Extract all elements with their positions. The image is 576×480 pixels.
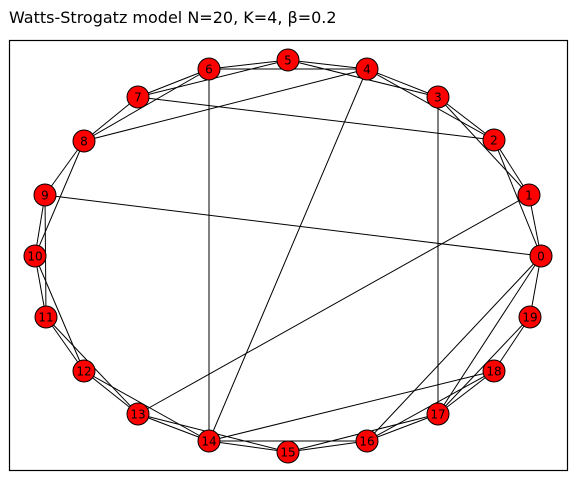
node-label: 14 bbox=[201, 435, 216, 449]
node-circle bbox=[355, 429, 379, 453]
node-19: 19 bbox=[518, 305, 542, 329]
node-label: 0 bbox=[537, 250, 545, 264]
node-label: 9 bbox=[41, 189, 49, 203]
edge-7-8 bbox=[83, 96, 139, 142]
node-7: 7 bbox=[126, 85, 150, 109]
node-10: 10 bbox=[23, 244, 47, 268]
node-circle bbox=[426, 402, 450, 426]
edge-12-14 bbox=[83, 370, 210, 442]
node-6: 6 bbox=[197, 57, 221, 81]
node-4: 4 bbox=[355, 57, 379, 81]
node-circle bbox=[482, 128, 506, 152]
edge-17-18 bbox=[437, 370, 495, 415]
node-circle bbox=[197, 429, 221, 453]
edge-4-8 bbox=[83, 68, 368, 142]
node-label: 12 bbox=[76, 365, 91, 379]
node-label: 15 bbox=[280, 446, 295, 460]
node-label: 7 bbox=[134, 91, 142, 105]
node-14: 14 bbox=[197, 429, 221, 453]
node-circle bbox=[34, 305, 58, 329]
node-9: 9 bbox=[33, 183, 57, 207]
node-circle bbox=[482, 359, 506, 383]
edge-12-13 bbox=[83, 370, 139, 415]
node-circle bbox=[529, 244, 553, 268]
edge-0-2 bbox=[493, 139, 542, 257]
node-label: 5 bbox=[284, 54, 292, 68]
node-label: 4 bbox=[363, 63, 371, 77]
node-circle bbox=[33, 183, 57, 207]
node-label: 2 bbox=[490, 134, 498, 148]
node-circle bbox=[355, 57, 379, 81]
node-label: 10 bbox=[27, 250, 42, 264]
edge-4-5 bbox=[287, 59, 368, 70]
node-12: 12 bbox=[72, 359, 96, 383]
node-11: 11 bbox=[34, 305, 58, 329]
edge-0-16 bbox=[366, 255, 542, 442]
node-1: 1 bbox=[517, 183, 541, 207]
node-circle bbox=[23, 244, 47, 268]
edges-layer bbox=[34, 59, 542, 453]
node-circle bbox=[517, 183, 541, 207]
edge-16-17 bbox=[366, 413, 439, 442]
node-label: 16 bbox=[359, 435, 374, 449]
edge-4-14 bbox=[208, 68, 368, 442]
edge-1-3 bbox=[437, 96, 530, 196]
node-18: 18 bbox=[482, 359, 506, 383]
node-8: 8 bbox=[72, 129, 96, 153]
edge-0-9 bbox=[44, 194, 542, 257]
node-0: 0 bbox=[529, 244, 553, 268]
node-circle bbox=[72, 359, 96, 383]
node-label: 3 bbox=[434, 91, 442, 105]
edge-1-13 bbox=[137, 194, 530, 415]
edge-0-17 bbox=[437, 255, 542, 415]
node-16: 16 bbox=[355, 429, 379, 453]
edge-2-3 bbox=[437, 96, 495, 141]
node-3: 3 bbox=[426, 85, 450, 109]
node-label: 19 bbox=[522, 311, 537, 325]
node-circle bbox=[276, 48, 300, 72]
node-circle bbox=[426, 85, 450, 109]
edge-13-14 bbox=[137, 413, 210, 442]
node-label: 18 bbox=[486, 365, 501, 379]
edge-15-16 bbox=[287, 440, 368, 453]
node-label: 13 bbox=[130, 408, 145, 422]
edge-8-10 bbox=[34, 140, 85, 257]
node-13: 13 bbox=[126, 402, 150, 426]
edge-10-12 bbox=[34, 255, 85, 372]
edge-6-7 bbox=[137, 68, 210, 98]
node-5: 5 bbox=[276, 48, 300, 72]
node-label: 6 bbox=[205, 63, 213, 77]
node-label: 8 bbox=[80, 135, 88, 149]
node-circle bbox=[276, 440, 300, 464]
node-circle bbox=[72, 129, 96, 153]
node-label: 17 bbox=[430, 408, 445, 422]
edge-3-4 bbox=[366, 68, 439, 98]
node-label: 11 bbox=[38, 311, 53, 325]
node-circle bbox=[126, 85, 150, 109]
edge-5-6 bbox=[208, 59, 289, 70]
node-circle bbox=[518, 305, 542, 329]
edge-6-8 bbox=[83, 68, 210, 142]
edge-14-18 bbox=[208, 370, 495, 442]
node-15: 15 bbox=[276, 440, 300, 464]
edge-14-15 bbox=[208, 440, 289, 453]
plot-frame bbox=[8, 39, 569, 472]
node-label: 1 bbox=[525, 189, 533, 203]
node-circle bbox=[126, 402, 150, 426]
node-circle bbox=[197, 57, 221, 81]
node-17: 17 bbox=[426, 402, 450, 426]
figure-title: Watts-Strogatz model N=20, K=4, β=0.2 bbox=[9, 8, 337, 27]
node-2: 2 bbox=[482, 128, 506, 152]
edge-2-7 bbox=[137, 96, 495, 141]
